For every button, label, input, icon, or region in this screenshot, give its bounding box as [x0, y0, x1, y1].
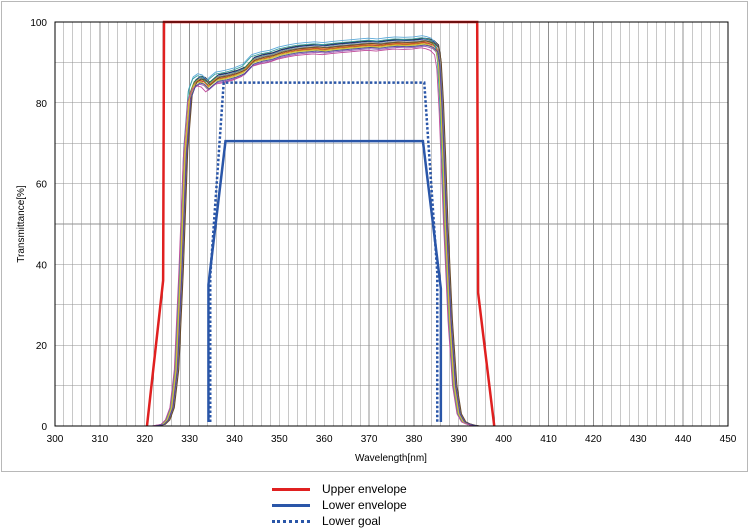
y-tick-label: 100: [30, 18, 47, 29]
x-tick-label: 450: [720, 434, 737, 445]
measured-curve: [55, 43, 728, 427]
y-tick-label: 0: [41, 422, 47, 433]
measured-curve: [55, 45, 728, 427]
x-tick-label: 350: [271, 434, 288, 445]
x-tick-label: 390: [450, 434, 467, 445]
axes: 300 310 320 330 340 350 360 370 380 390 400 410 420 4…: [30, 18, 736, 445]
x-tick-label: 370: [361, 434, 378, 445]
measured-curves: [55, 35, 728, 427]
legend-label: Lower goal: [322, 514, 381, 528]
x-tick-label: 340: [226, 434, 243, 445]
measured-curve: [55, 44, 728, 427]
legend-swatch-lower-goal: [272, 520, 310, 523]
measured-curve: [55, 39, 728, 427]
legend-item-lower-envelope: Lower envelope: [272, 497, 492, 513]
x-tick-label: 400: [495, 434, 512, 445]
x-tick-label: 440: [675, 434, 692, 445]
x-tick-label: 420: [585, 434, 602, 445]
measured-curve: [55, 38, 728, 427]
x-tick-label: 360: [316, 434, 333, 445]
x-axis-label: Wavelength[nm]: [355, 453, 427, 464]
measured-curve: [55, 37, 728, 427]
y-tick-label: 40: [36, 260, 48, 271]
x-tick-label: 310: [92, 434, 109, 445]
legend-item-lower-goal: Lower goal: [272, 513, 492, 529]
x-tick-label: 330: [181, 434, 198, 445]
measured-curve: [55, 41, 728, 427]
x-tick-label: 320: [136, 434, 153, 445]
measured-curve: [55, 37, 728, 427]
x-tick-label: 380: [406, 434, 423, 445]
measured-curve: [55, 47, 728, 427]
legend-swatch-lower-envelope: [272, 504, 310, 507]
measured-curve: [55, 40, 728, 427]
x-tick-label: 300: [47, 434, 64, 445]
legend: Upper envelope Lower envelope Lower goal: [272, 481, 492, 529]
measured-curve: [55, 40, 728, 427]
y-tick-label: 60: [36, 180, 48, 191]
x-tick-label: 430: [630, 434, 647, 445]
measured-curve: [55, 35, 728, 427]
grid: [54, 21, 729, 427]
measured-curve: [55, 42, 728, 427]
legend-label: Lower envelope: [322, 498, 407, 512]
legend-swatch-upper-envelope: [272, 488, 310, 491]
y-tick-label: 20: [36, 341, 48, 352]
x-tick-label: 410: [540, 434, 557, 445]
legend-label: Upper envelope: [322, 482, 407, 496]
chart-frame: [1, 1, 748, 472]
measured-curve: [55, 42, 728, 427]
plot-area-border: [54, 21, 729, 427]
series-lower-envelope: [207, 139, 443, 422]
y-axis-label: Transmittance[%]: [16, 185, 27, 263]
series-lower-goal: [208, 81, 439, 422]
transmittance-chart: 300 310 320 330 340 350 360 370 380 390 400 410 420 4…: [16, 18, 737, 464]
legend-item-upper-envelope: Upper envelope: [272, 481, 492, 497]
y-tick-label: 80: [36, 99, 48, 110]
